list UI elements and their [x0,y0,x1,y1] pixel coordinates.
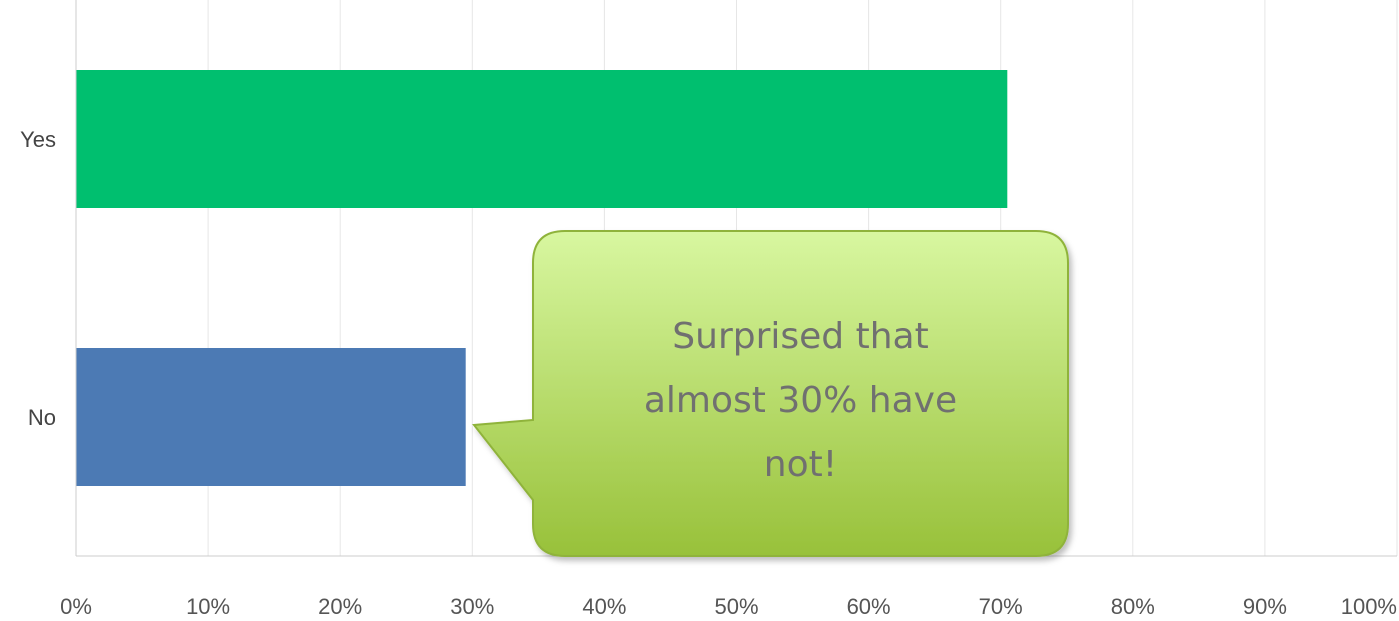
bars [76,70,1008,486]
callout-bubble [472,230,1069,557]
x-tick-label: 90% [1243,594,1287,619]
x-tick-label: 50% [714,594,758,619]
x-tick-label: 100% [1341,594,1397,619]
x-tick-label: 80% [1111,594,1155,619]
y-category-label: Yes [20,127,56,152]
x-tick-label: 10% [186,594,230,619]
x-tick-label: 60% [847,594,891,619]
x-tick-label: 30% [450,594,494,619]
y-category-label: No [28,405,56,430]
x-tick-label: 70% [979,594,1023,619]
callout-text-line: not! [764,444,837,485]
annotation-callout: Surprised that almost 30% have not! [472,230,1069,557]
callout-text-line: almost 30% have [644,380,957,421]
x-tick-label: 20% [318,594,362,619]
bar-yes [76,70,1008,208]
bar-no [76,348,466,486]
x-axis: 0% 10% 20% 30% 40% 50% 60% 70% 80% 90% 100% [60,594,1397,619]
x-tick-label: 40% [582,594,626,619]
x-tick-label: 0% [60,594,92,619]
callout-text-line: Surprised that [672,316,928,357]
